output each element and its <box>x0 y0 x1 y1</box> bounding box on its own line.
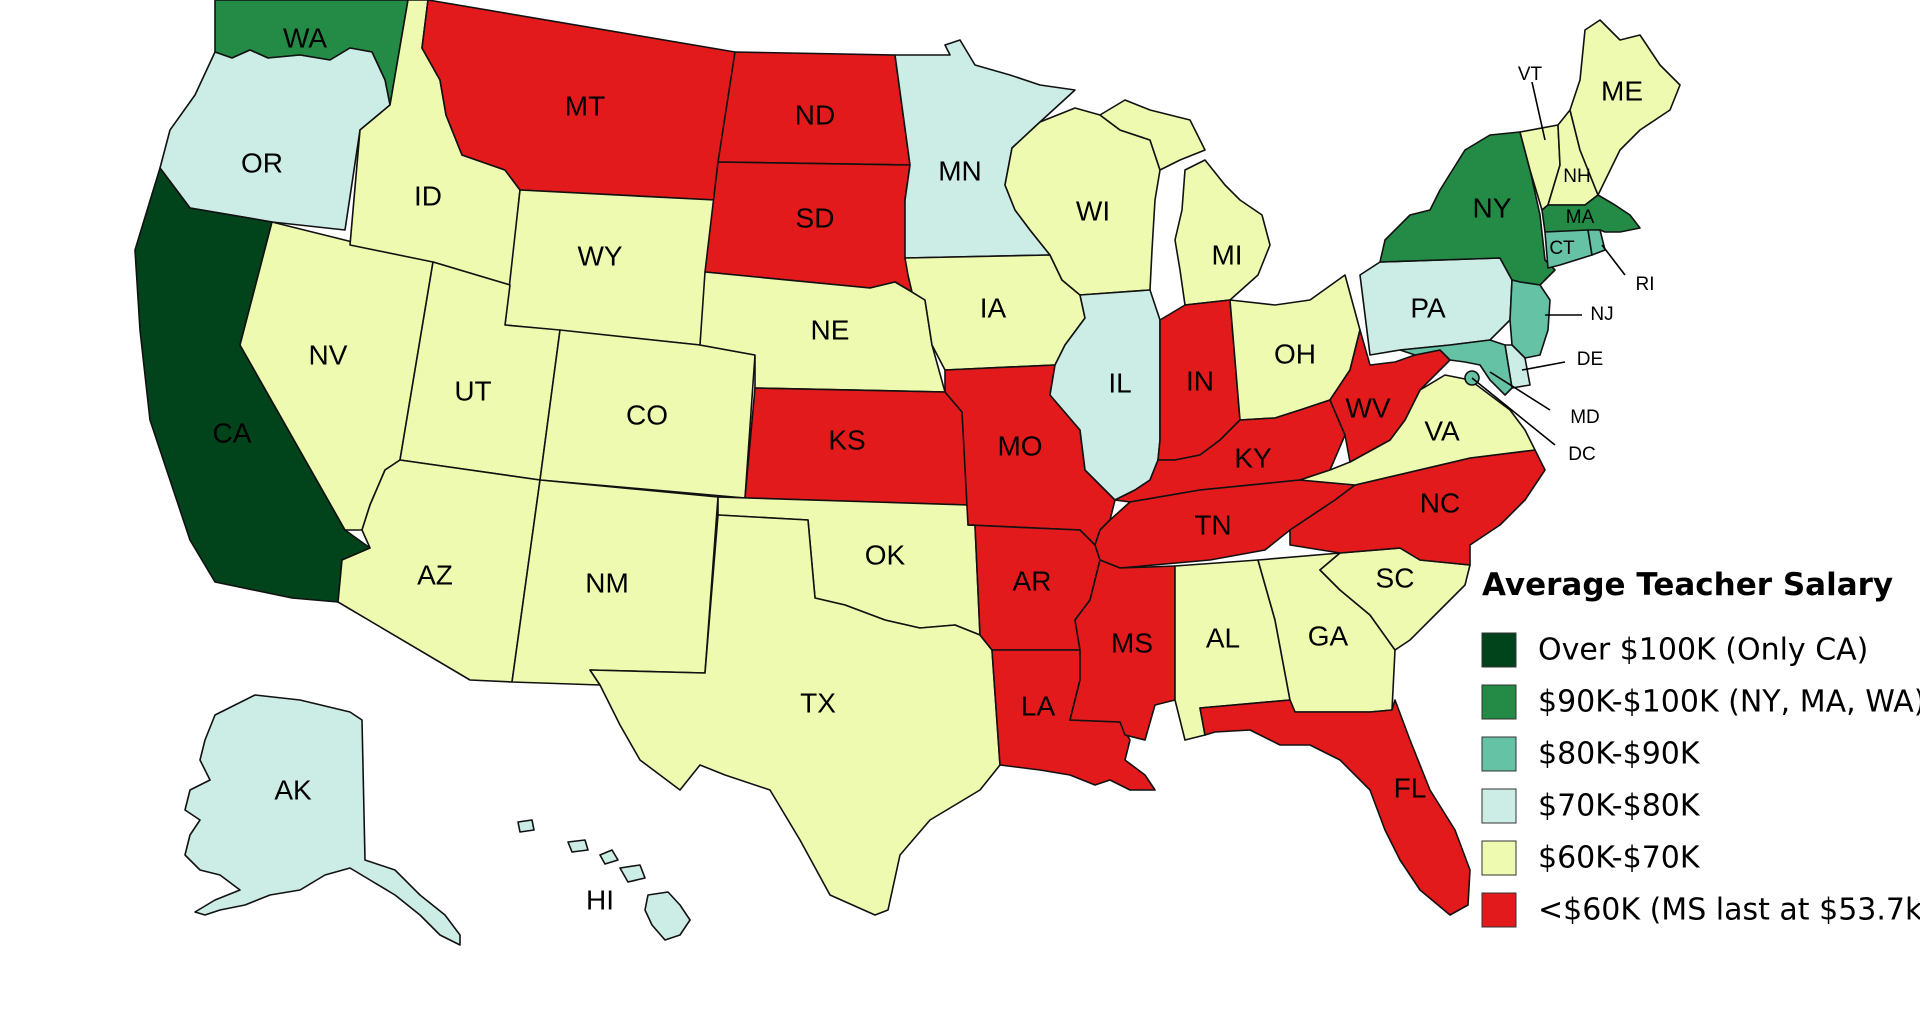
legend-item: <$60K (MS last at $53.7k) <box>1481 892 1920 928</box>
state-me[interactable] <box>1569 19 1681 196</box>
legend-item: $90K-$100K (NY, MA, WA) <box>1481 684 1920 720</box>
label-wa: WA <box>283 22 327 53</box>
label-hi: HI <box>586 884 614 915</box>
label-wy: WY <box>577 240 622 271</box>
legend-swatch <box>1481 736 1517 772</box>
label-oh: OH <box>1274 338 1316 369</box>
label-vt: VT <box>1518 64 1543 85</box>
legend-label: $90K-$100K (NY, MA, WA) <box>1538 685 1920 720</box>
label-md: MD <box>1570 407 1600 428</box>
label-ok: OK <box>865 539 906 570</box>
label-ut: UT <box>454 375 491 406</box>
legend-swatch <box>1481 684 1517 720</box>
label-ia: IA <box>980 292 1007 323</box>
label-nj: NJ <box>1590 304 1613 325</box>
legend-item: $60K-$70K <box>1481 840 1701 876</box>
label-nc: NC <box>1420 487 1460 518</box>
label-or: OR <box>241 147 283 178</box>
label-wv: WV <box>1345 392 1390 423</box>
label-mo: MO <box>997 430 1042 461</box>
label-ky: KY <box>1234 442 1272 473</box>
label-nh: NH <box>1563 166 1590 187</box>
legend-swatch <box>1481 632 1517 668</box>
leader-de <box>1521 361 1566 371</box>
label-id: ID <box>414 180 442 211</box>
label-mi: MI <box>1211 239 1242 270</box>
leader-md <box>1489 371 1551 411</box>
state-ak[interactable] <box>184 694 461 946</box>
label-ne: NE <box>811 314 850 345</box>
label-nv: NV <box>309 339 348 370</box>
label-sc: SC <box>1376 562 1415 593</box>
label-ny: NY <box>1473 192 1512 223</box>
legend-item: $70K-$80K <box>1481 788 1701 824</box>
label-va: VA <box>1424 415 1460 446</box>
state-ct[interactable] <box>1544 229 1593 269</box>
label-pa: PA <box>1410 292 1446 323</box>
legend-swatch <box>1481 892 1517 928</box>
legend-swatch <box>1481 840 1517 876</box>
label-ks: KS <box>828 424 865 455</box>
label-tn: TN <box>1194 509 1231 540</box>
state-hi[interactable] <box>517 819 691 941</box>
label-in: IN <box>1186 365 1214 396</box>
label-ct: CT <box>1549 238 1575 259</box>
label-de: DE <box>1577 349 1603 370</box>
legend: Average Teacher Salary Over $100K (Only … <box>1481 567 1920 928</box>
label-mn: MN <box>938 155 982 186</box>
label-me: ME <box>1601 75 1643 106</box>
label-sd: SD <box>796 202 835 233</box>
label-tx: TX <box>800 687 836 718</box>
state-mi[interactable] <box>1099 99 1271 306</box>
label-al: AL <box>1206 622 1240 653</box>
leader-ri <box>1601 244 1626 276</box>
legend-label: $80K-$90K <box>1538 737 1701 772</box>
legend-label: $60K-$70K <box>1538 841 1701 876</box>
label-fl: FL <box>1394 772 1427 803</box>
legend-title: Average Teacher Salary <box>1482 567 1893 603</box>
label-ga: GA <box>1308 620 1349 651</box>
label-ma: MA <box>1566 207 1595 228</box>
state-co[interactable] <box>539 329 756 499</box>
state-md[interactable] <box>1399 339 1513 396</box>
label-ca: CA <box>213 417 252 448</box>
state-tx[interactable] <box>589 514 1001 916</box>
leader-dc <box>1471 377 1556 446</box>
legend-label: Over $100K (Only CA) <box>1538 633 1868 668</box>
legend-label: $70K-$80K <box>1538 789 1701 824</box>
label-mt: MT <box>565 90 605 121</box>
state-nj[interactable] <box>1509 279 1551 359</box>
legend-item: Over $100K (Only CA) <box>1481 632 1868 668</box>
label-nd: ND <box>795 99 835 130</box>
legend-label: <$60K (MS last at $53.7k) <box>1538 893 1920 928</box>
label-co: CO <box>626 399 668 430</box>
label-wi: WI <box>1076 195 1110 226</box>
state-tn[interactable] <box>1094 479 1356 569</box>
state-fl[interactable] <box>1199 699 1471 916</box>
label-ms: MS <box>1111 627 1153 658</box>
label-ar: AR <box>1013 565 1052 596</box>
label-nm: NM <box>585 567 629 598</box>
label-ri: RI <box>1636 274 1655 295</box>
legend-item: $80K-$90K <box>1481 736 1701 772</box>
legend-swatch <box>1481 788 1517 824</box>
label-la: LA <box>1021 690 1056 721</box>
label-il: IL <box>1108 367 1131 398</box>
leader-vt <box>1531 81 1546 141</box>
legend-items: Over $100K (Only CA) $90K-$100K (NY, MA, … <box>1481 632 1920 928</box>
label-dc: DC <box>1568 444 1595 465</box>
label-ak: AK <box>274 774 312 805</box>
label-az: AZ <box>417 559 453 590</box>
